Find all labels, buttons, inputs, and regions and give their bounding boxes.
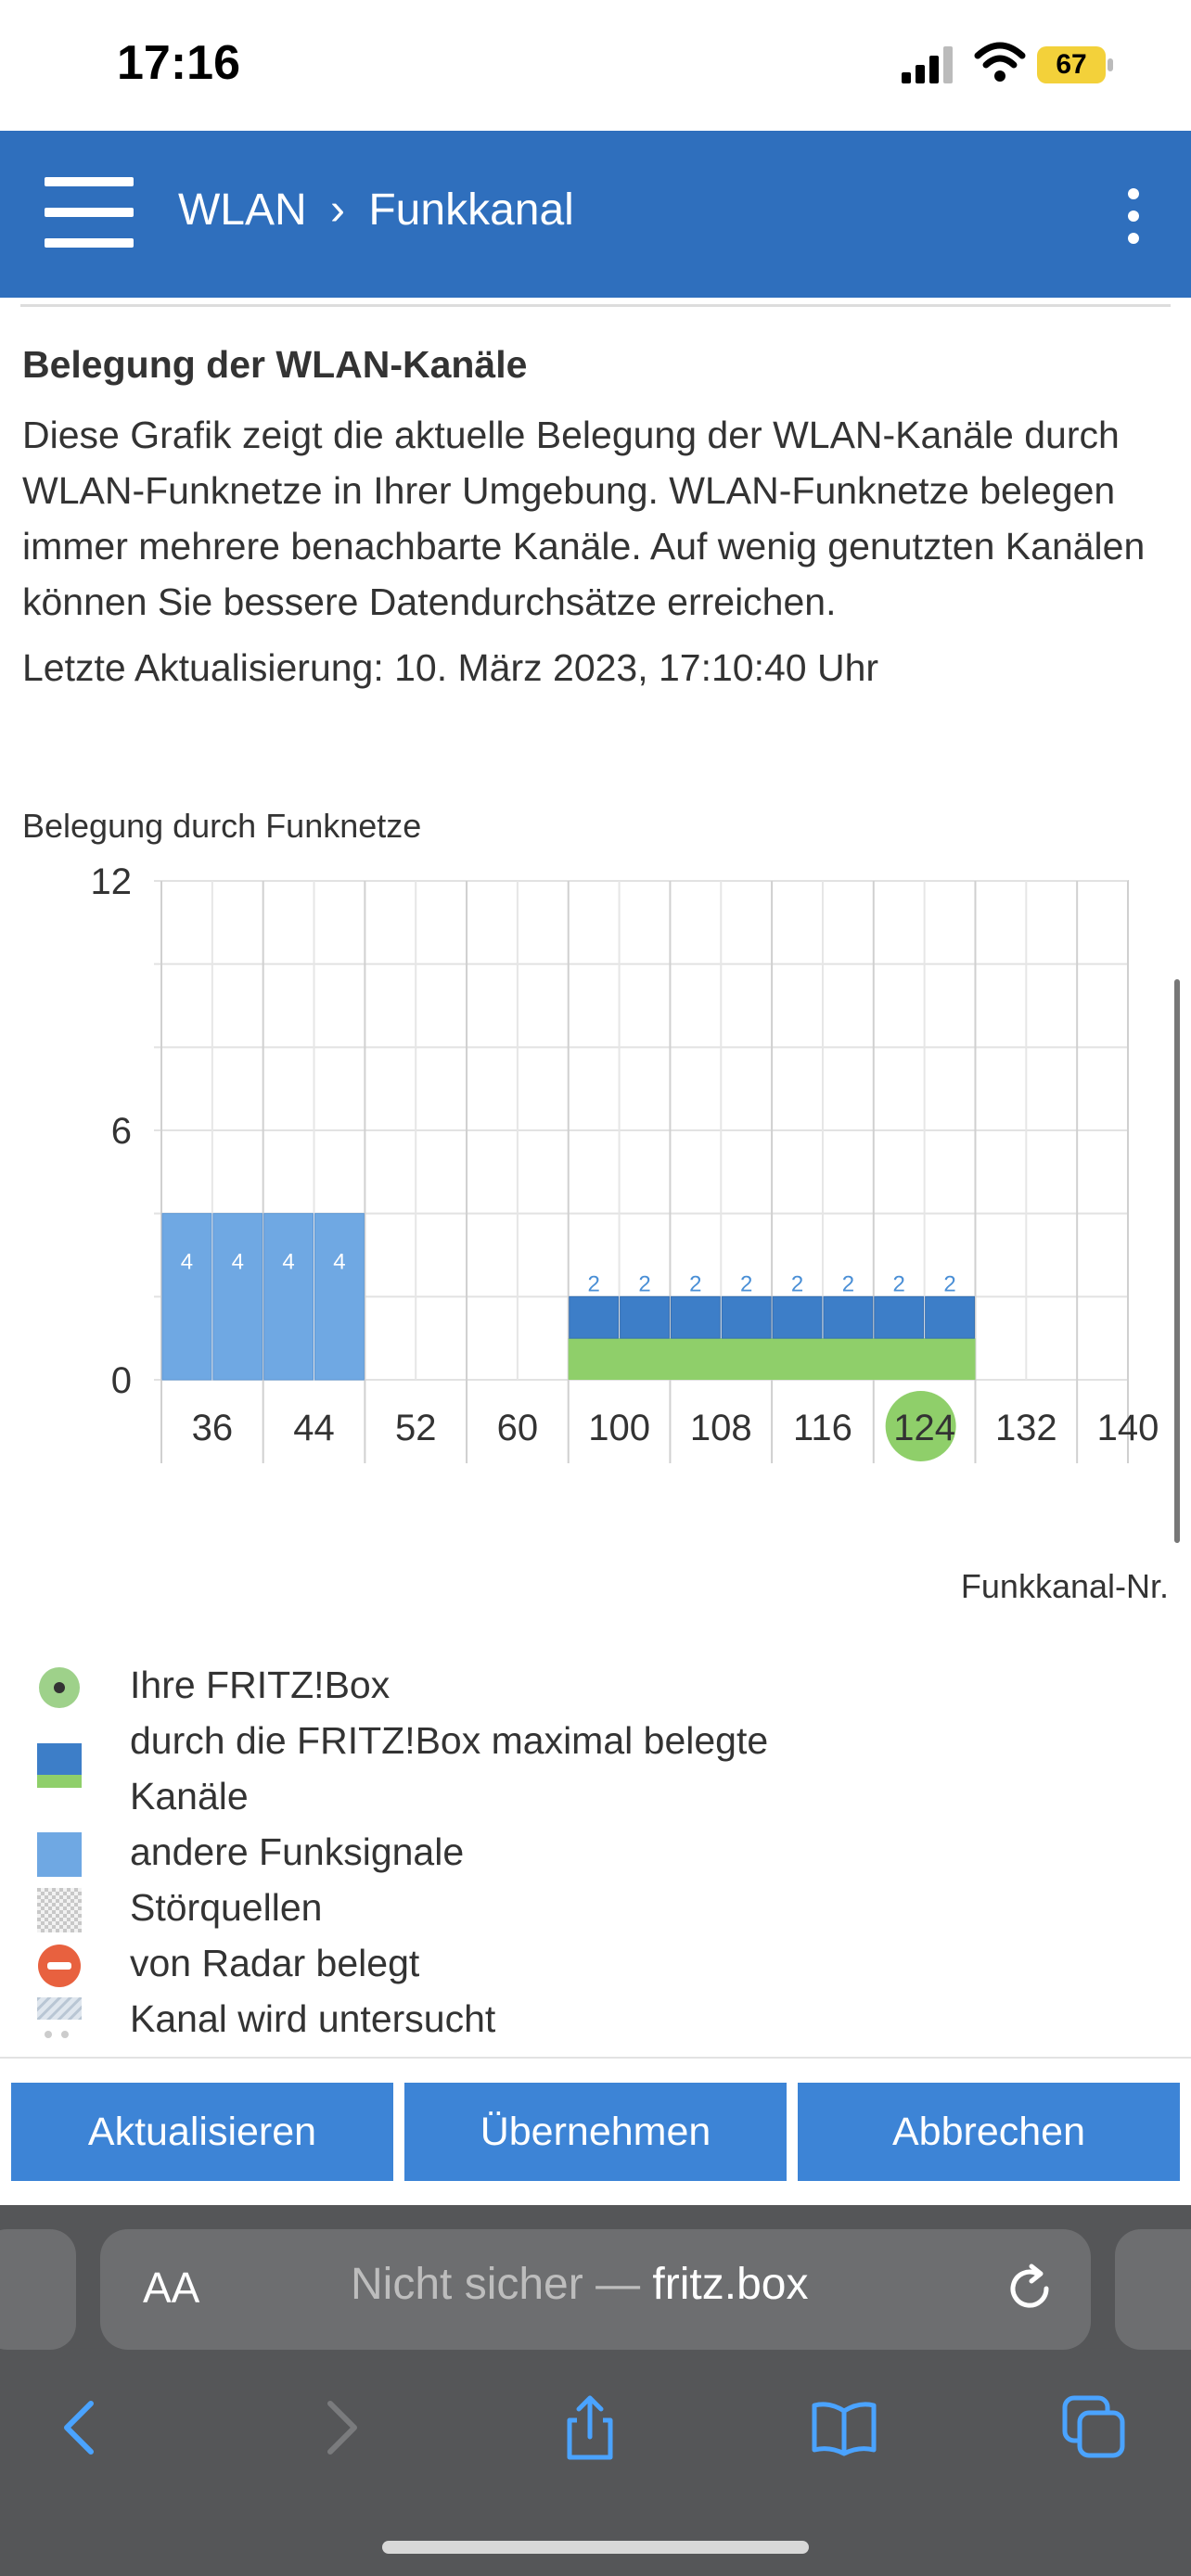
status-time: 17:16 — [117, 36, 240, 90]
chart-x-tick-label: 108 — [690, 1408, 752, 1448]
back-icon[interactable] — [45, 2391, 119, 2465]
chart-bar — [721, 1295, 772, 1339]
chart-bar-data-label: 4 — [181, 1250, 193, 1275]
refresh-button[interactable]: Aktualisieren — [11, 2083, 393, 2181]
chart-bar-data-label: 2 — [791, 1271, 803, 1296]
breadcrumb-wlan[interactable]: WLAN — [178, 185, 307, 235]
chart-bar — [263, 1213, 314, 1381]
breadcrumb: WLAN › Funkkanal — [178, 185, 574, 236]
chart-bar — [314, 1213, 365, 1381]
more-options-icon[interactable] — [1122, 188, 1145, 244]
chart-bar-data-label: 2 — [689, 1271, 701, 1296]
chart-x-tick-label: 116 — [793, 1408, 852, 1448]
chart-x-tick-label: 60 — [497, 1408, 539, 1448]
chart-x-axis-label: Funkkanal-Nr. — [960, 1567, 1169, 1605]
chart-bar — [823, 1295, 874, 1339]
chart-x-tick-label: 140 — [1097, 1408, 1159, 1448]
app-header: WLAN › Funkkanal — [0, 131, 1191, 298]
cancel-button[interactable]: Abbrechen — [798, 2083, 1180, 2181]
url-host: fritz.box — [652, 2260, 809, 2309]
browser-toolbar: AA Nicht sicher — fritz.box — [0, 2205, 1191, 2576]
checker-pattern-icon — [37, 1888, 82, 1932]
chart-y-tick-label: 0 — [111, 1360, 132, 1401]
chart-bar — [161, 1213, 212, 1381]
chart-bar-data-label: 2 — [638, 1271, 650, 1296]
chart-x-tick-label: 132 — [995, 1408, 1057, 1448]
breadcrumb-separator: › — [330, 185, 346, 235]
chart-title: Belegung durch Funknetze — [22, 807, 422, 845]
breadcrumb-funkkanal: Funkkanal — [368, 185, 574, 235]
chart-bar — [620, 1295, 670, 1339]
scrollbar[interactable] — [1174, 979, 1180, 1543]
chart-bar-data-label: 2 — [740, 1271, 752, 1296]
share-icon[interactable] — [553, 2391, 627, 2465]
light-blue-block-icon — [37, 1832, 82, 1877]
next-tab[interactable] — [1115, 2229, 1191, 2350]
forward-icon[interactable] — [302, 2391, 377, 2465]
chart-fritzbox-band — [568, 1338, 976, 1380]
chart-bar-data-label: 2 — [587, 1271, 599, 1296]
home-indicator — [382, 2541, 809, 2554]
hatched-scan-icon — [37, 1997, 82, 2038]
wifi-icon — [974, 42, 1026, 82]
reader-options-button[interactable]: AA — [143, 2264, 200, 2312]
radar-minus-icon — [38, 1945, 81, 1987]
reload-icon[interactable] — [1000, 2259, 1059, 2318]
main-content: Belegung der WLAN-Kanäle Diese Grafik ze… — [22, 343, 1172, 690]
last-update-text: Letzte Aktualisierung: 10. März 2023, 17… — [22, 646, 879, 689]
url-text: Nicht sicher — fritz.box — [351, 2259, 808, 2310]
divider — [20, 304, 1171, 307]
url-security-label: Nicht sicher — — [351, 2260, 653, 2309]
tabs-icon[interactable] — [1057, 2391, 1132, 2465]
menu-icon[interactable] — [45, 177, 134, 248]
battery-icon: 67 — [1037, 46, 1113, 85]
chart-bar — [925, 1295, 975, 1339]
chart-bar-data-label: 4 — [282, 1250, 294, 1275]
section-heading: Belegung der WLAN-Kanäle — [22, 343, 528, 386]
status-bar: 17:16 67 — [0, 0, 1191, 131]
chart-bar — [772, 1295, 823, 1339]
chart-own-channel-marker — [885, 1391, 956, 1461]
chart-x-tick-label: 52 — [395, 1408, 437, 1448]
chart-bar — [874, 1295, 925, 1339]
chart-bar-data-label: 2 — [893, 1271, 905, 1296]
chart-bar-data-label: 2 — [943, 1271, 955, 1296]
blue-green-block-icon — [37, 1743, 82, 1788]
chart-bar — [670, 1295, 721, 1339]
green-dot-icon — [39, 1667, 80, 1708]
battery-cap — [1108, 58, 1113, 71]
chart-y-tick-label: 12 — [91, 861, 133, 902]
section-description: Diese Grafik zeigt die aktuelle Belegung… — [22, 414, 1146, 623]
battery-level: 67 — [1037, 46, 1106, 83]
address-bar[interactable]: AA Nicht sicher — fritz.box — [100, 2229, 1091, 2350]
chart-x-tick-label: 124 — [893, 1408, 955, 1448]
previous-tab[interactable] — [0, 2229, 76, 2350]
chart-x-tick-label: 36 — [192, 1408, 234, 1448]
chart-bar-data-label: 2 — [842, 1271, 854, 1296]
chart-bar — [569, 1295, 620, 1339]
chart-bar-data-label: 4 — [232, 1250, 244, 1275]
action-bar: Aktualisieren Übernehmen Abbrechen — [0, 2057, 1191, 2207]
chart-bar — [212, 1213, 263, 1381]
apply-button[interactable]: Übernehmen — [404, 2083, 787, 2181]
cellular-signal-icon — [902, 46, 953, 83]
chart-bar-data-label: 4 — [333, 1250, 345, 1275]
chart-x-tick-label: 100 — [588, 1408, 650, 1448]
bookmarks-icon[interactable] — [807, 2391, 881, 2465]
chart-y-tick-label: 6 — [111, 1111, 132, 1152]
chart-x-tick-label: 44 — [293, 1408, 335, 1448]
